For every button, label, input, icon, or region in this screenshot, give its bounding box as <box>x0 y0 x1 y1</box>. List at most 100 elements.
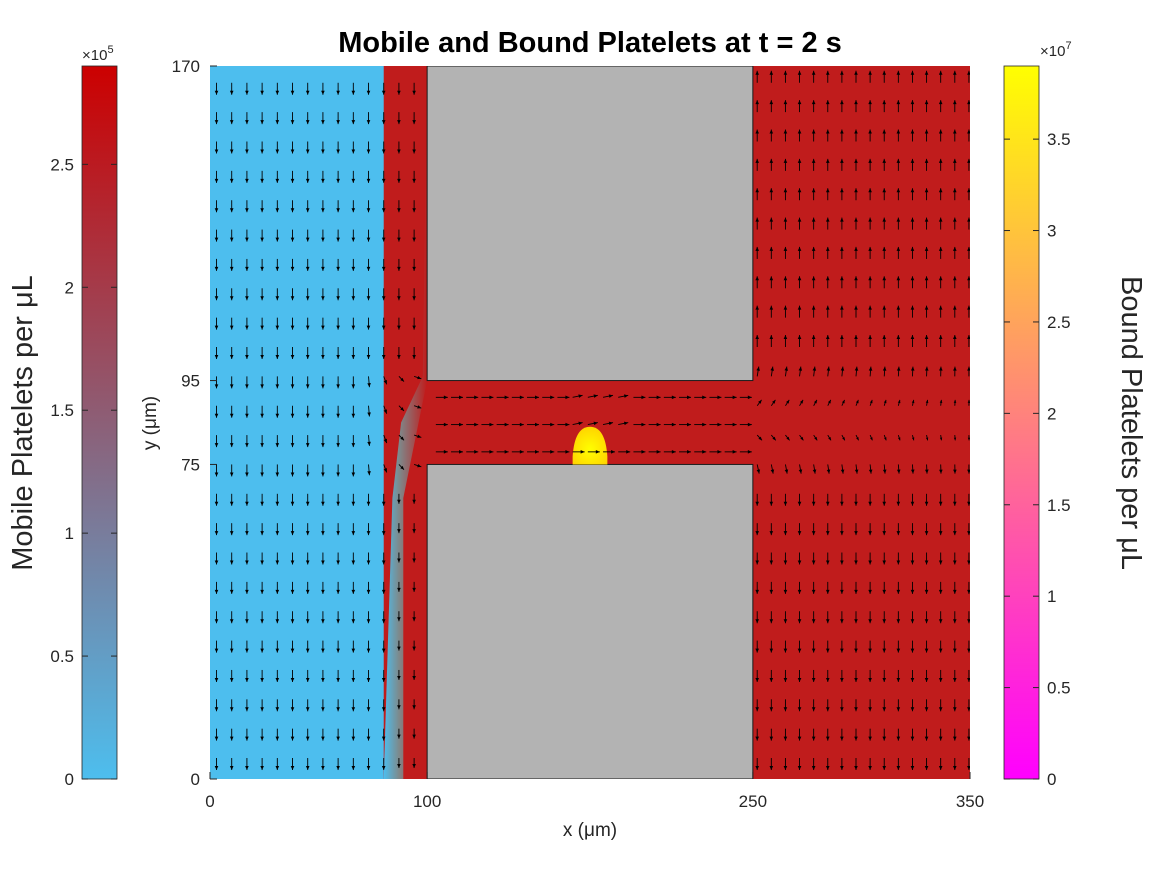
velocity-arrow <box>366 552 371 565</box>
velocity-arrow <box>229 82 234 95</box>
velocity-arrow <box>840 523 844 536</box>
velocity-arrow <box>924 523 929 536</box>
velocity-arrow <box>412 669 416 680</box>
velocity-arrow <box>868 276 872 289</box>
velocity-arrow <box>882 70 887 83</box>
velocity-arrow <box>321 581 325 594</box>
velocity-arrow <box>924 366 929 377</box>
velocity-arrow <box>783 70 788 83</box>
velocity-arrow <box>910 669 915 682</box>
velocity-arrow <box>910 276 915 289</box>
velocity-arrow <box>910 246 915 259</box>
velocity-arrow <box>709 422 722 427</box>
velocity-arrow <box>305 758 310 771</box>
velocity-arrow <box>679 422 692 427</box>
velocity-arrow <box>663 450 676 454</box>
velocity-arrow <box>321 758 325 771</box>
velocity-arrow <box>953 188 957 201</box>
wall-lower <box>426 463 754 779</box>
velocity-arrow <box>214 699 219 712</box>
chart-title: Mobile and Bound Platelets at t = 2 s <box>338 27 842 59</box>
velocity-arrow <box>214 435 219 448</box>
velocity-arrow <box>214 405 219 418</box>
velocity-arrow <box>967 129 970 142</box>
velocity-arrow <box>967 640 970 653</box>
velocity-arrow <box>290 376 295 389</box>
velocity-arrow <box>755 217 759 230</box>
velocity-arrow <box>366 200 371 213</box>
velocity-arrow <box>938 158 943 171</box>
velocity-arrow <box>229 669 234 682</box>
velocity-arrow <box>840 728 844 741</box>
velocity-arrow <box>648 450 661 454</box>
velocity-arrow <box>245 435 249 448</box>
velocity-arrow <box>351 82 356 95</box>
velocity-arrow <box>755 669 759 682</box>
velocity-arrow <box>896 276 901 289</box>
velocity-arrow <box>756 399 762 406</box>
velocity-arrow <box>924 728 929 741</box>
velocity-arrow <box>305 200 310 213</box>
velocity-arrow <box>305 376 310 389</box>
velocity-arrow <box>925 434 929 441</box>
velocity-arrow <box>840 493 844 506</box>
velocity-arrow <box>953 493 957 506</box>
velocity-arrow <box>797 669 802 682</box>
velocity-arrow <box>542 450 555 454</box>
velocity-arrow <box>924 276 929 289</box>
colorbar-tick-label: 2 <box>65 278 74 297</box>
velocity-arrow <box>967 581 970 594</box>
velocity-arrow <box>321 200 325 213</box>
velocity-arrow <box>896 552 901 565</box>
velocity-arrow <box>910 335 915 348</box>
velocity-arrow <box>938 217 943 230</box>
bound-platelet-clot <box>572 426 608 465</box>
velocity-arrow <box>412 640 416 651</box>
velocity-arrow <box>755 129 759 142</box>
velocity-arrow <box>305 552 310 565</box>
velocity-arrow <box>290 552 295 565</box>
velocity-arrow <box>924 217 929 230</box>
velocity-arrow <box>938 611 943 624</box>
velocity-arrow <box>557 395 570 400</box>
velocity-arrow <box>924 699 929 712</box>
velocity-arrow <box>938 246 943 259</box>
velocity-arrow <box>869 434 873 441</box>
velocity-arrow <box>397 200 401 213</box>
x-tick-label: 250 <box>739 792 767 811</box>
velocity-arrow <box>769 70 774 83</box>
velocity-arrow <box>938 523 943 536</box>
velocity-arrow <box>967 399 970 406</box>
velocity-arrow <box>840 699 844 712</box>
velocity-arrow <box>214 523 219 536</box>
velocity-arrow <box>305 405 310 418</box>
velocity-arrow <box>336 728 340 741</box>
velocity-arrow <box>663 395 676 400</box>
velocity-arrow <box>381 347 386 360</box>
velocity-arrow <box>351 758 356 771</box>
velocity-arrow <box>397 229 401 242</box>
velocity-arrow <box>855 434 860 441</box>
velocity-arrow <box>869 399 873 406</box>
velocity-arrow <box>910 129 915 142</box>
velocity-arrow <box>305 523 310 536</box>
velocity-arrow <box>756 366 760 377</box>
velocity-arrow <box>882 523 887 536</box>
velocity-arrow <box>967 758 970 771</box>
velocity-arrow <box>924 100 929 113</box>
velocity-arrow <box>953 758 957 771</box>
velocity-arrow <box>229 611 234 624</box>
velocity-arrow <box>953 335 957 348</box>
velocity-arrow <box>260 435 264 448</box>
velocity-arrow <box>214 464 219 477</box>
velocity-arrow <box>214 552 219 565</box>
velocity-arrow <box>854 728 858 741</box>
velocity-arrow <box>305 464 310 477</box>
velocity-arrow <box>321 229 325 242</box>
velocity-arrow <box>381 581 386 594</box>
velocity-arrow <box>896 366 901 377</box>
velocity-arrow <box>481 450 494 454</box>
velocity-arrow <box>910 70 915 83</box>
velocity-arrow <box>397 581 401 592</box>
velocity-arrow <box>633 395 646 400</box>
